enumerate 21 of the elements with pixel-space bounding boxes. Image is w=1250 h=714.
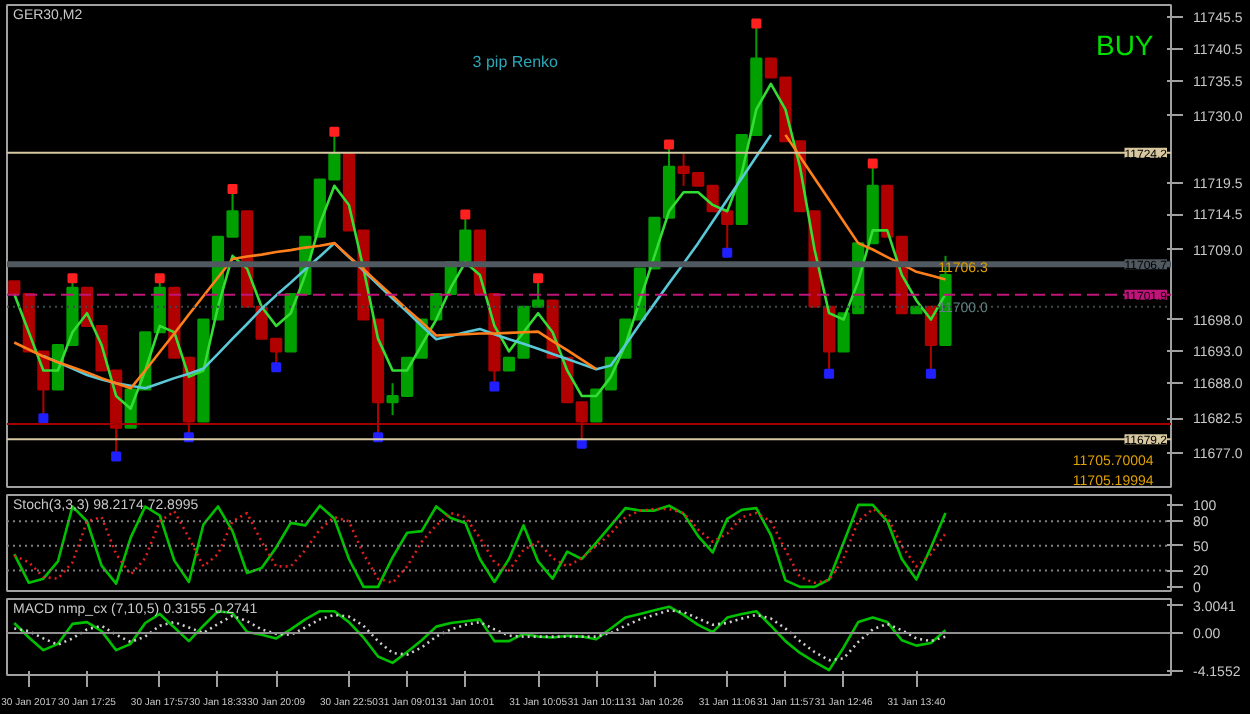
point xyxy=(576,438,587,449)
point xyxy=(751,18,762,29)
point xyxy=(38,413,49,424)
point xyxy=(664,139,675,150)
point xyxy=(925,368,936,379)
candlestick xyxy=(590,388,603,423)
point xyxy=(533,273,544,284)
point xyxy=(154,273,165,284)
point xyxy=(722,247,733,258)
annotation: BUY xyxy=(1095,29,1155,62)
point xyxy=(489,381,500,392)
point xyxy=(271,362,282,373)
point xyxy=(460,209,471,220)
annotation: 3 pip Renko xyxy=(472,53,560,72)
point xyxy=(227,184,238,195)
point xyxy=(867,158,878,169)
point xyxy=(67,273,78,284)
point xyxy=(111,451,122,462)
point xyxy=(329,126,340,137)
line-series xyxy=(12,605,947,672)
point xyxy=(824,368,835,379)
